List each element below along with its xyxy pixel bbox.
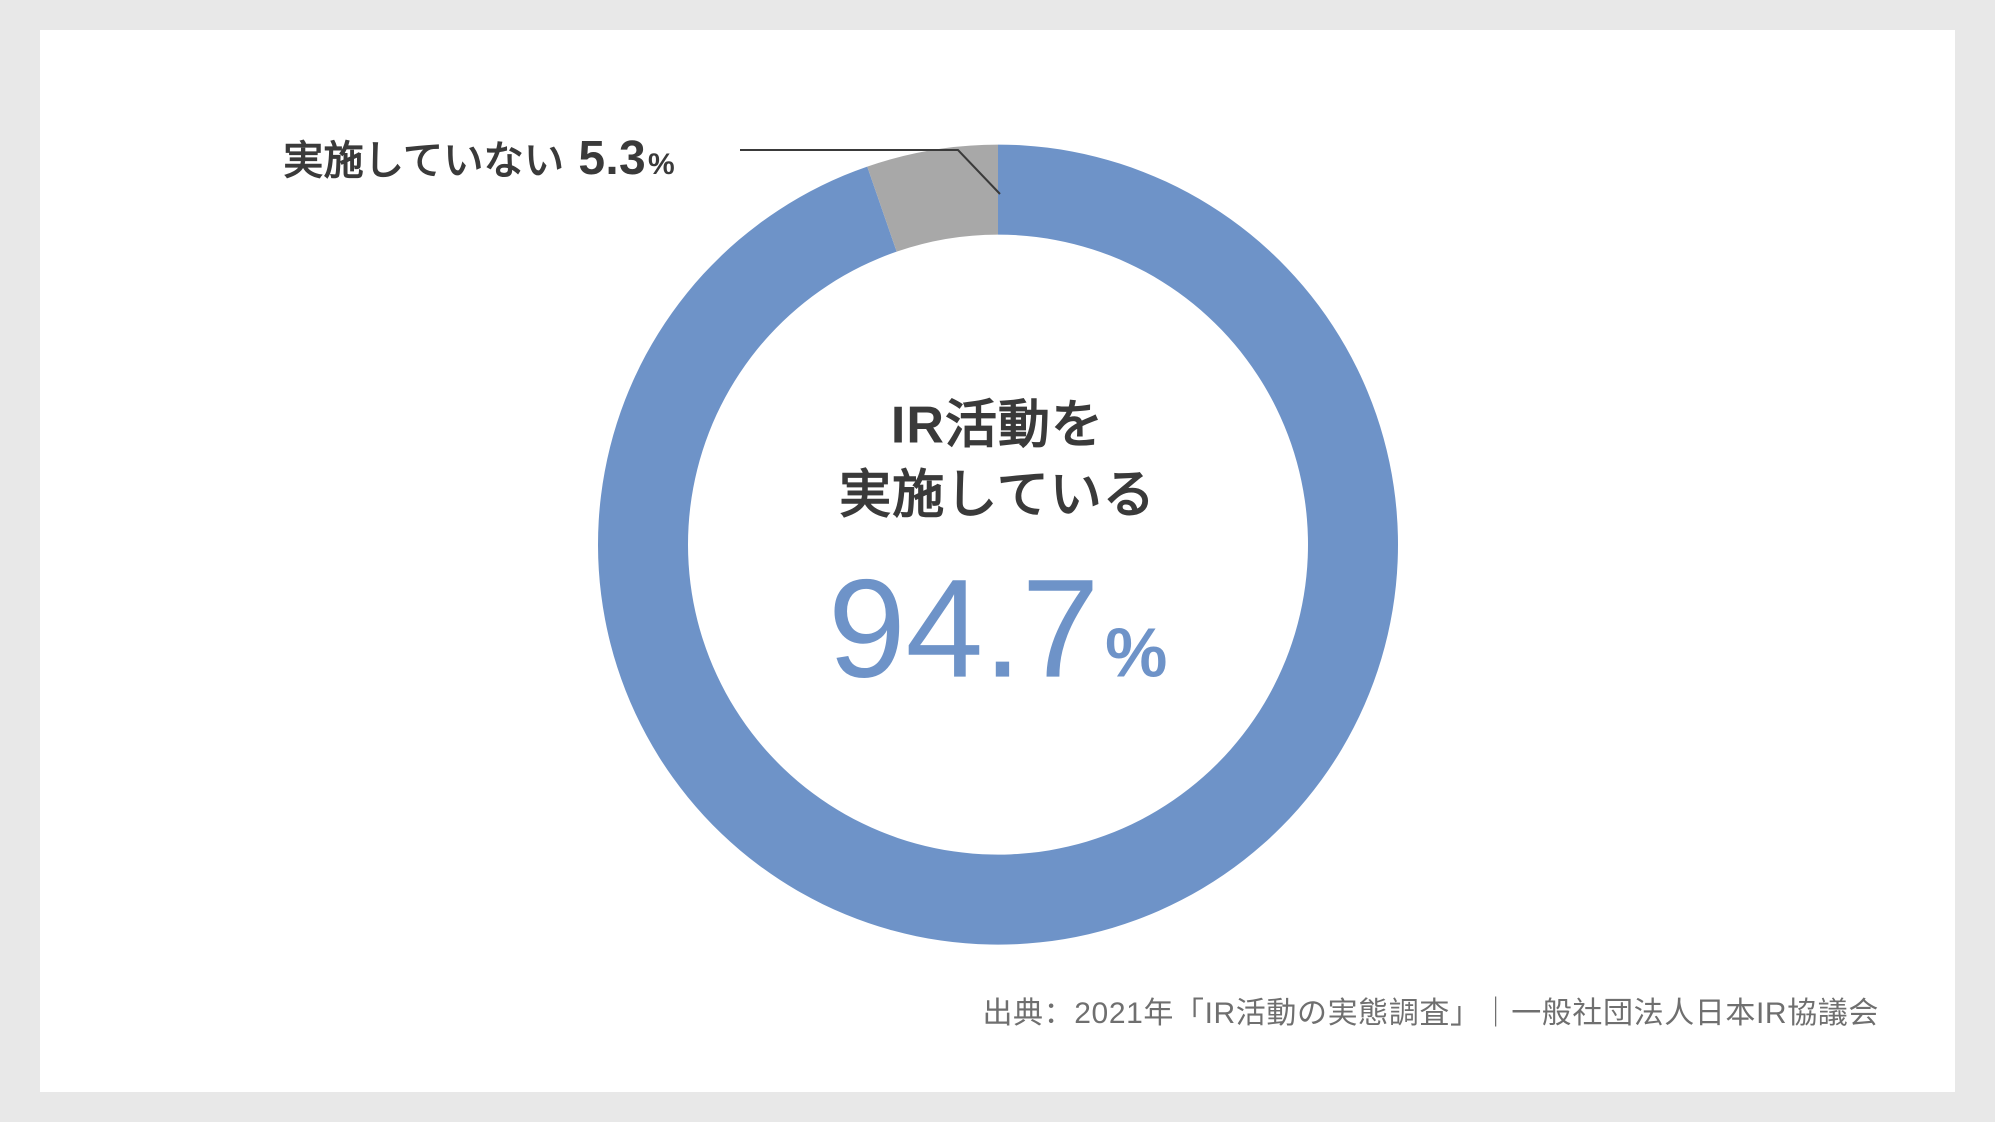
- callout-percent: %: [648, 148, 675, 182]
- card: IR活動を 実施している 94.7% 実施していない 5.3% 出典：2021年…: [40, 30, 1955, 1092]
- donut-svg: [588, 135, 1408, 955]
- stage: IR活動を 実施している 94.7% 実施していない 5.3% 出典：2021年…: [0, 0, 1995, 1122]
- source-citation: 出典：2021年「IR活動の実態調査」｜一般社団法人日本IR協議会: [982, 988, 1879, 1032]
- callout-not-doing: 実施していない 5.3%: [283, 128, 675, 186]
- donut-chart: IR活動を 実施している 94.7%: [588, 135, 1408, 955]
- callout-value: 5.3: [578, 131, 646, 186]
- callout-label: 実施していない: [283, 128, 564, 186]
- donut-slice-doing: [598, 145, 1398, 945]
